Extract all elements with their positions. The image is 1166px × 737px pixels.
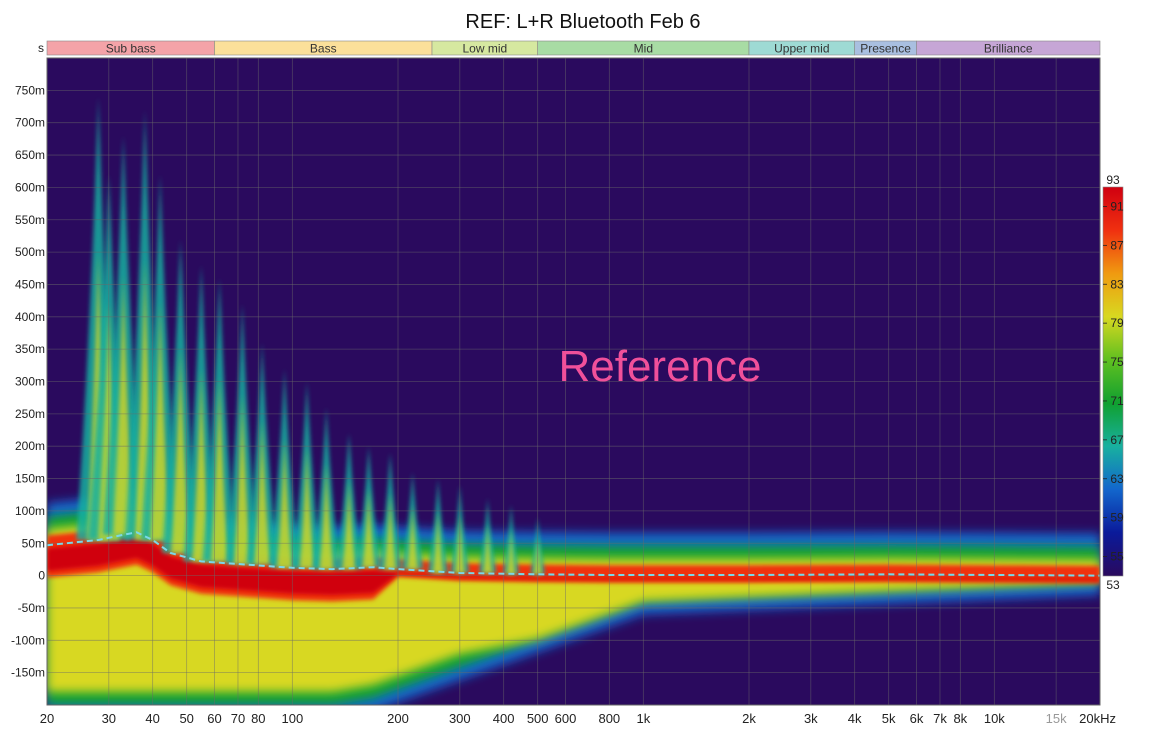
y-axis-unit: s (38, 41, 44, 55)
resonance-trail-core-6 (192, 368, 211, 562)
y-tick-label-2: 650m (15, 148, 45, 162)
colorbar-tick-label-4: 75 (1110, 355, 1124, 369)
x-tick-label-14: 1k (636, 711, 650, 726)
resonance-trail-core-11 (299, 446, 315, 568)
peak-delay-line-layer (47, 531, 1100, 577)
resonance-trail-core-15 (384, 493, 396, 570)
band-6 (916, 40, 1101, 56)
y-tick-label-3: 600m (15, 180, 45, 194)
x-tick-label-8: 200 (387, 711, 409, 726)
resonance-trail-core-2 (113, 275, 134, 535)
colorbar-gradient (1102, 186, 1124, 577)
x-tick-label-12: 600 (555, 711, 577, 726)
x-tick-label-9: 300 (449, 711, 471, 726)
y-tick-label-13: 100m (15, 504, 45, 518)
x-tick-label-22: 10k (984, 711, 1005, 726)
peak-delay-line (47, 531, 1100, 577)
y-tick-label-17: -100m (11, 633, 45, 647)
colorbar-tick-label-9: 55 (1110, 550, 1124, 564)
x-tick-label-10: 400 (493, 711, 515, 726)
x-tick-label-15: 2k (742, 711, 756, 726)
resonance-trail-core-5 (171, 348, 190, 553)
x-tick-label-5: 70 (231, 711, 245, 726)
resonance-trail-core-20 (507, 528, 516, 575)
resonance-trail-core-7 (210, 377, 229, 562)
x-tick-label-23: 15k (1046, 711, 1067, 726)
colorbar-tick-label-2: 83 (1110, 277, 1124, 291)
resonance-trail-core-16 (407, 506, 418, 570)
x-tick-label-2: 40 (145, 711, 159, 726)
resonance-trail-core-10 (277, 438, 293, 568)
band-label-1: Bass (310, 42, 337, 56)
x-tick-label-3: 50 (179, 711, 193, 726)
y-tick-label-14: 50m (22, 536, 45, 550)
colorbar-tick-label-1: 87 (1110, 238, 1124, 252)
y-tick-label-18: -150m (11, 666, 45, 680)
x-tick-label-20: 7k (933, 711, 947, 726)
y-tick-label-4: 550m (15, 213, 45, 227)
x-tick-label-6: 80 (251, 711, 265, 726)
x-tick-label-13: 800 (598, 711, 620, 726)
chart-title: REF: L+R Bluetooth Feb 6 (465, 11, 700, 33)
heatmap-layer (47, 96, 1100, 705)
plot-frame (46, 57, 1101, 706)
y-axis-ticks: 750m 700m 650m 600m 550m 500m 450m 400m 350m 300m… (11, 83, 45, 679)
y-tick-label-10: 250m (15, 407, 45, 421)
x-tick-label-4: 60 (207, 711, 221, 726)
x-tick-label-24: 20kHz (1079, 711, 1116, 726)
y-tick-label-1: 700m (15, 116, 45, 130)
colorbar-tick-label-8: 59 (1110, 511, 1124, 525)
y-tick-label-15: 0 (38, 569, 45, 583)
x-tick-label-1: 30 (102, 711, 116, 726)
colorbar-min-label: 53 (1106, 578, 1120, 592)
colorbar-tick-label-6: 67 (1110, 433, 1124, 447)
y-tick-label-7: 400m (15, 310, 45, 324)
colorbar-max-label: 93 (1106, 173, 1120, 187)
y-tick-label-11: 200m (15, 439, 45, 453)
colorbar-tick-label-0: 91 (1110, 199, 1124, 213)
band-label-2: Low mid (463, 42, 508, 56)
colorbar: 93 53 91 87 83 79 75 71 67 63 59 55 (1102, 173, 1124, 592)
y-tick-label-6: 450m (15, 277, 45, 291)
reference-annotation: Reference (558, 342, 761, 391)
x-axis-ticks: 20 30 40 50 60 70 80 100 200 300 400 500 600 800 1k 2k 3… (40, 711, 1116, 726)
y-tick-label-9: 300m (15, 375, 45, 389)
x-tick-label-16: 3k (804, 711, 818, 726)
band-label-4: Upper mid (774, 42, 829, 56)
x-tick-label-18: 5k (882, 711, 896, 726)
band-label-6: Brilliance (984, 42, 1033, 56)
resonance-trail-core-12 (319, 463, 334, 570)
colorbar-tick-label-7: 63 (1110, 472, 1124, 486)
x-tick-label-0: 20 (40, 711, 54, 726)
y-tick-label-8: 350m (15, 342, 45, 356)
x-tick-label-11: 500 (527, 711, 549, 726)
band-label-5: Presence (860, 42, 911, 56)
x-tick-label-17: 4k (848, 711, 862, 726)
x-tick-label-21: 8k (953, 711, 967, 726)
resonance-trail-core-13 (342, 480, 356, 570)
colorbar-tick-label-5: 71 (1110, 394, 1124, 408)
y-tick-label-0: 750m (15, 83, 45, 97)
x-tick-label-7: 100 (281, 711, 303, 726)
x-tick-label-19: 6k (910, 711, 924, 726)
frequency-band-bar: Sub bass Bass Low mid Mid Upper mid Presence B… (46, 40, 1101, 56)
resonance-trail-core-17 (432, 511, 444, 574)
grid-lines (47, 58, 1100, 705)
y-tick-label-5: 500m (15, 245, 45, 259)
y-tick-label-16: -50m (18, 601, 45, 615)
resonance-trail-core-14 (362, 488, 375, 568)
resonance-trail-core-4 (150, 302, 170, 541)
heat-core-darkred (47, 535, 1100, 595)
band-label-3: Mid (634, 42, 653, 56)
band-label-0: Sub bass (106, 42, 156, 56)
resonance-trail-core-19 (483, 524, 492, 574)
colorbar-tick-label-3: 79 (1110, 316, 1124, 330)
y-tick-label-12: 150m (15, 472, 45, 486)
